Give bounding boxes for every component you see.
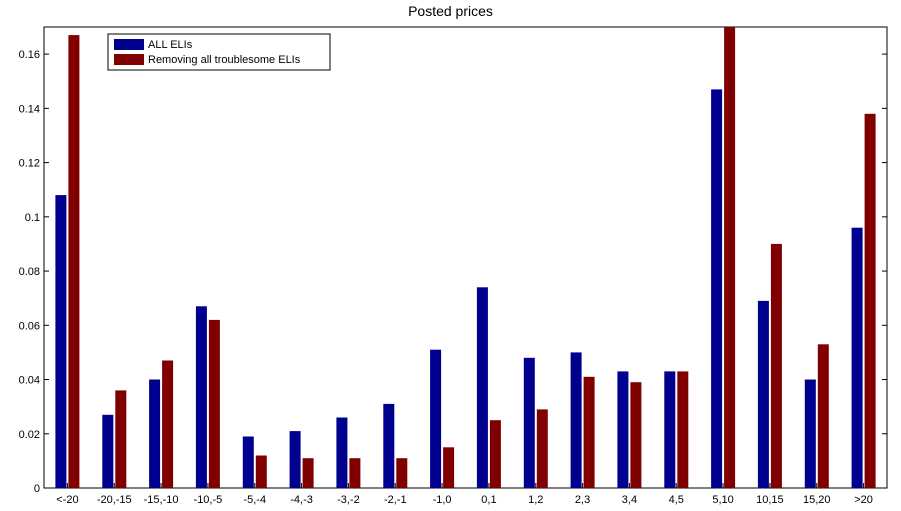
x-tick-label-5: -4,-3: [290, 494, 313, 506]
bar-all-elis-4: [242, 436, 254, 488]
bar-removing-troublesome-17: [864, 113, 876, 489]
y-tick-label-2: 0.04: [19, 375, 40, 387]
bar-all-elis-9: [476, 287, 488, 488]
y-tick-label-4: 0.08: [19, 266, 40, 278]
bar-removing-troublesome-16: [817, 344, 829, 488]
bar-all-elis-12: [617, 371, 629, 488]
chart-title: Posted prices: [408, 3, 493, 19]
y-tick-label-8: 0.16: [19, 49, 40, 61]
bar-all-elis-0: [55, 195, 67, 488]
legend-label-removing-troublesome: Removing all troublesome ELIs: [148, 54, 301, 66]
bar-removing-troublesome-1: [115, 390, 127, 488]
x-tick-label-9: 0,1: [481, 494, 496, 506]
bar-all-elis-5: [289, 431, 301, 488]
bar-removing-troublesome-12: [630, 382, 642, 488]
bar-removing-troublesome-15: [770, 243, 782, 488]
bar-removing-troublesome-6: [349, 458, 361, 488]
x-tick-label-2: -15,-10: [144, 494, 179, 506]
bar-all-elis-2: [149, 379, 161, 488]
bar-removing-troublesome-8: [443, 447, 455, 488]
bar-all-elis-15: [757, 300, 769, 488]
legend-swatch-all-elis: [114, 39, 144, 50]
legend-label-all-elis: ALL ELIs: [148, 39, 193, 51]
x-tick-label-3: -10,-5: [194, 494, 223, 506]
legend: ALL ELIs Removing all troublesome ELIs: [107, 33, 331, 71]
x-tick-label-12: 3,4: [622, 494, 637, 506]
x-tick-label-17: >20: [854, 494, 873, 506]
bar-all-elis-17: [851, 227, 863, 488]
bar-all-elis-7: [383, 403, 395, 488]
y-tick-label-3: 0.06: [19, 320, 40, 332]
x-tick-label-10: 1,2: [528, 494, 543, 506]
bar-removing-troublesome-10: [536, 409, 548, 488]
bar-removing-troublesome-2: [162, 360, 174, 488]
x-tick-label-8: -1,0: [433, 494, 452, 506]
x-tick-label-7: -2,-1: [384, 494, 407, 506]
legend-box: [107, 33, 331, 71]
bar-all-elis-14: [711, 89, 723, 489]
x-tick-label-16: 15,20: [803, 494, 831, 506]
bars-group: [55, 27, 876, 489]
bar-all-elis-13: [664, 371, 676, 488]
bar-removing-troublesome-14: [724, 27, 736, 488]
y-tick-label-5: 0.1: [25, 212, 40, 224]
plot-area: [43, 26, 888, 489]
y-tick-label-1: 0.02: [19, 429, 40, 441]
x-tick-label-0: <-20: [56, 494, 78, 506]
bar-all-elis-11: [570, 352, 582, 488]
x-tick-label-13: 4,5: [669, 494, 684, 506]
bar-removing-troublesome-4: [255, 455, 267, 488]
bar-all-elis-16: [804, 379, 816, 488]
bar-all-elis-1: [102, 414, 114, 488]
bar-removing-troublesome-0: [68, 35, 80, 488]
y-tick-label-6: 0.12: [19, 158, 40, 170]
bar-all-elis-3: [195, 306, 207, 488]
bar-removing-troublesome-5: [302, 458, 314, 488]
x-tick-label-11: 2,3: [575, 494, 590, 506]
y-axis: 0 0.02 0.04 0.06 0.08 0.1 0.12 0.14 0.16: [19, 49, 887, 495]
bar-all-elis-6: [336, 417, 348, 488]
bar-all-elis-8: [430, 349, 442, 488]
x-tick-label-4: -5,-4: [243, 494, 266, 506]
x-axis: <-20 -20,-15 -15,-10 -10,-5 -5,-4 -4,-3 -3,-2 -…: [56, 483, 873, 506]
y-tick-label-7: 0.14: [19, 103, 40, 115]
x-tick-label-6: -3,-2: [337, 494, 360, 506]
bar-removing-troublesome-3: [208, 319, 220, 488]
bar-removing-troublesome-7: [396, 458, 408, 488]
x-tick-label-15: 10,15: [756, 494, 784, 506]
y-tick-label-0: 0: [34, 483, 40, 495]
bar-removing-troublesome-13: [677, 371, 689, 488]
x-tick-label-1: -20,-15: [97, 494, 132, 506]
bar-removing-troublesome-9: [489, 420, 501, 488]
legend-swatch-removing-troublesome: [114, 54, 144, 65]
x-tick-label-14: 5,10: [712, 494, 733, 506]
bar-all-elis-10: [523, 357, 535, 488]
bar-removing-troublesome-11: [583, 376, 595, 488]
